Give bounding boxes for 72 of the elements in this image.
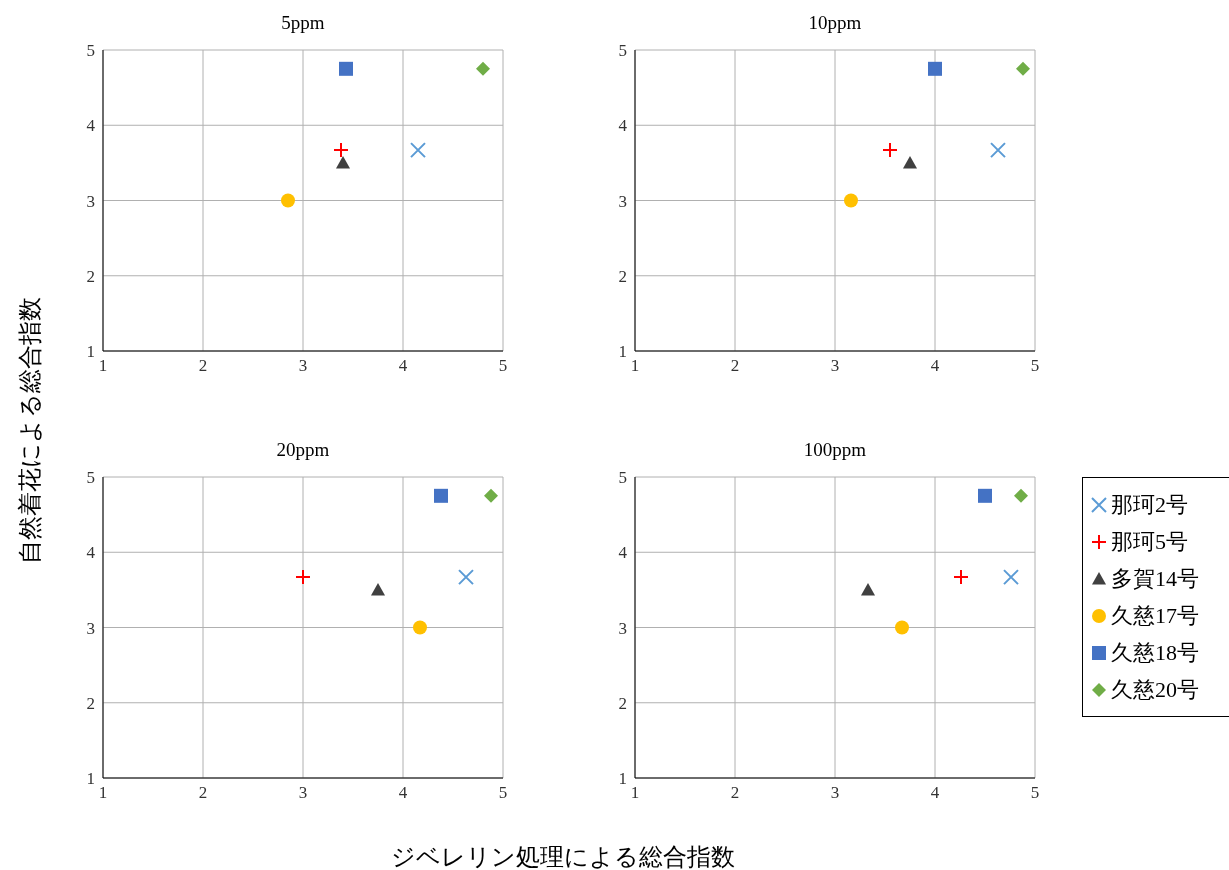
x-tick-label: 5 [1030,356,1040,376]
point [295,569,311,586]
chart-title: 5ppm [280,12,326,34]
x-tick-label: 2 [730,783,740,803]
point [1003,569,1019,586]
point [476,61,490,76]
y-tick-label: 4 [86,543,96,563]
legend-label: 久慈17号 [1111,601,1199,630]
legend-label: 那珂2号 [1111,490,1188,519]
x-tick-label: 3 [298,783,308,803]
x-tick-label: 4 [398,356,408,376]
x-tick-label: 4 [930,783,940,803]
y-tick-label: 3 [618,618,627,638]
legend-label: 多賀14号 [1111,564,1199,593]
x-tick-label: 4 [398,783,408,803]
legend-label: 久慈18号 [1111,638,1199,667]
point [434,488,448,503]
point [844,193,858,208]
y-tick-label: 2 [618,266,627,286]
point [281,193,295,208]
y-tick-label: 5 [86,468,95,488]
y-tick-label: 1 [618,342,627,362]
point [978,488,992,503]
y-tick-label: 5 [618,41,627,61]
chart-title: 20ppm [275,439,331,461]
y-axis-title: 自然着花による総合指数 [16,296,44,564]
point [895,620,909,635]
y-tick-label: 4 [618,543,628,563]
point [410,142,426,159]
x-tick-label: 3 [298,356,308,376]
point [928,61,942,76]
point [1014,488,1028,503]
y-tick-label: 2 [86,693,95,713]
x-tick-label: 5 [498,783,508,803]
y-tick-label: 1 [86,342,95,362]
x-tick-label: 4 [930,356,940,376]
point [413,620,427,635]
point [458,569,474,586]
y-tick-label: 3 [86,191,95,211]
x-tick-label: 3 [830,356,840,376]
y-tick-label: 1 [618,769,627,789]
y-tick-label: 4 [86,116,96,136]
point [484,488,498,503]
y-tick-label: 5 [618,468,627,488]
x-tick-label: 5 [498,356,508,376]
point [903,155,917,169]
point [953,569,969,586]
legend-label: 久慈20号 [1111,675,1199,704]
y-tick-label: 5 [86,41,95,61]
point [333,142,349,159]
x-tick-label: 2 [198,783,208,803]
point [371,582,385,596]
chart-title: 10ppm [807,12,863,34]
y-tick-label: 3 [86,618,95,638]
legend-label: 那珂5号 [1111,527,1188,556]
chart-title: 100ppm [802,439,868,461]
point [339,61,353,76]
x-tick-label: 3 [830,783,840,803]
y-tick-label: 2 [618,693,627,713]
point [1016,61,1030,76]
point [336,155,350,169]
x-tick-label: 2 [198,356,208,376]
x-tick-label: 2 [730,356,740,376]
x-axis-title: ジベレリン処理による総合指数 [391,843,735,870]
y-tick-label: 2 [86,266,95,286]
point [990,142,1006,159]
point [882,142,898,159]
y-tick-label: 3 [618,191,627,211]
x-tick-label: 5 [1030,783,1040,803]
y-tick-label: 1 [86,769,95,789]
point [861,582,875,596]
y-tick-label: 4 [618,116,628,136]
